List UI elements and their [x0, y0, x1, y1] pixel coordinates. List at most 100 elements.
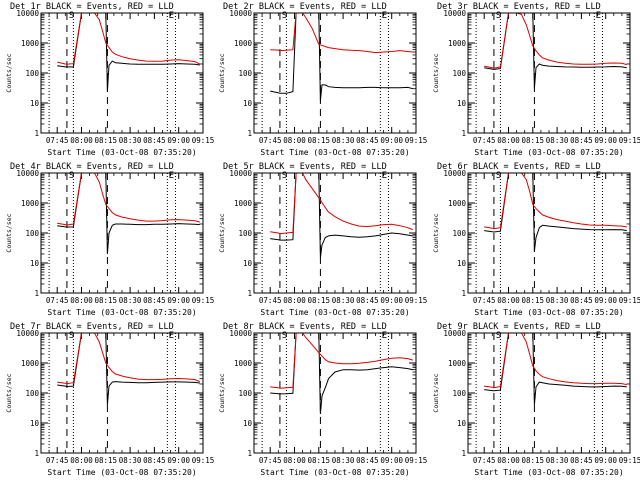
x-tick-label: 08:30	[119, 296, 142, 305]
x-tick-label: 08:45	[356, 136, 379, 145]
marker-label-end: E	[382, 11, 387, 21]
chart-title: Det 5r BLACK = Events, RED = LLD	[223, 162, 387, 172]
x-tick-label: 08:00	[497, 296, 520, 305]
x-tick-label: 09:00	[167, 136, 190, 145]
x-tick-label: 08:45	[570, 456, 593, 465]
y-tick-label: 10	[243, 259, 253, 268]
series-line-lld	[270, 172, 413, 235]
x-tick-label: 08:00	[497, 456, 520, 465]
x-tick-label: 08:30	[119, 136, 142, 145]
marker-label-end: E	[382, 171, 387, 181]
x-axis-label: Start Time (03-Oct-08 07:35:20)	[260, 148, 409, 157]
y-tick-label: 100	[238, 229, 252, 238]
x-tick-label: 08:15	[308, 456, 331, 465]
marker-label-start: S	[69, 171, 74, 181]
y-tick-label: 1000	[21, 39, 40, 48]
x-tick-label: 08:45	[143, 296, 166, 305]
x-tick-label: 09:15	[619, 136, 640, 145]
x-tick-label: 09:00	[380, 136, 403, 145]
marker-label-end: E	[596, 331, 601, 341]
x-tick-label: 08:15	[95, 296, 118, 305]
x-axis-label: Start Time (03-Oct-08 07:35:20)	[260, 308, 409, 317]
y-tick-label: 10000	[16, 169, 39, 178]
y-axis-label: Counts/sec	[218, 373, 226, 412]
x-tick-label: 08:15	[522, 136, 545, 145]
y-axis-label: Counts/sec	[432, 213, 440, 252]
x-tick-label: 08:00	[283, 136, 306, 145]
x-tick-label: 07:45	[46, 456, 69, 465]
x-tick-label: 08:30	[546, 136, 569, 145]
y-tick-label: 100	[452, 229, 466, 238]
y-tick-label: 10	[457, 259, 467, 268]
plot-frame	[40, 12, 204, 134]
x-axis-label: Start Time (03-Oct-08 07:35:20)	[47, 148, 196, 157]
x-tick-label: 09:00	[167, 296, 190, 305]
marker-label-start: S	[496, 11, 501, 21]
panel-2: Det 2r BLACK = Events, RED = LLD Counts/s…	[218, 2, 427, 157]
x-tick-label: 09:15	[405, 136, 428, 145]
y-tick-label: 1000	[21, 199, 40, 208]
chart-title: Det 4r BLACK = Events, RED = LLD	[10, 162, 174, 172]
x-tick-label: 08:15	[95, 136, 118, 145]
x-tick-label: 07:45	[46, 136, 69, 145]
chart-title: Det 1r BLACK = Events, RED = LLD	[10, 2, 174, 12]
y-tick-label: 1	[34, 289, 39, 298]
x-tick-label: 09:15	[192, 136, 215, 145]
x-tick-label: 08:00	[70, 136, 93, 145]
y-axis-label: Counts/sec	[432, 373, 440, 412]
y-axis-label: Counts/sec	[432, 53, 440, 92]
series-line-lld	[57, 172, 200, 226]
x-tick-label: 08:30	[119, 456, 142, 465]
x-tick-label: 09:15	[192, 296, 215, 305]
y-tick-label: 10000	[229, 329, 252, 338]
x-tick-label: 09:15	[405, 456, 428, 465]
plot-frame	[253, 172, 417, 294]
y-tick-label: 10	[457, 419, 467, 428]
x-tick-label: 08:45	[356, 296, 379, 305]
x-tick-label: 08:30	[332, 136, 355, 145]
y-tick-label: 1	[34, 129, 39, 138]
panel-4: Det 4r BLACK = Events, RED = LLD Counts/s…	[5, 162, 214, 317]
marker-label-end: E	[596, 11, 601, 21]
y-tick-label: 10	[30, 99, 40, 108]
y-tick-label: 10	[30, 259, 40, 268]
marker-label-end: E	[169, 171, 174, 181]
y-tick-label: 10	[243, 419, 253, 428]
panel-1: Det 1r BLACK = Events, RED = LLD Counts/s…	[5, 2, 214, 157]
x-tick-label: 09:15	[405, 296, 428, 305]
x-tick-label: 09:00	[594, 136, 617, 145]
marker-label-start: S	[496, 331, 501, 341]
y-tick-label: 1000	[448, 199, 467, 208]
series-line-lld	[57, 12, 201, 65]
panel-9: Det 9r BLACK = Events, RED = LLD Counts/s…	[432, 322, 640, 477]
x-tick-label: 07:45	[46, 296, 69, 305]
panel-7: Det 7r BLACK = Events, RED = LLD Counts/s…	[5, 322, 214, 477]
chart-title: Det 9r BLACK = Events, RED = LLD	[437, 322, 601, 332]
y-tick-label: 1000	[448, 359, 467, 368]
y-axis-label: Counts/sec	[5, 213, 13, 252]
x-tick-label: 07:45	[473, 456, 496, 465]
x-tick-label: 08:00	[497, 136, 520, 145]
chart-title: Det 3r BLACK = Events, RED = LLD	[437, 2, 601, 12]
x-tick-label: 08:15	[522, 456, 545, 465]
series-line-lld	[484, 12, 627, 69]
series-line-lld	[484, 332, 627, 389]
series-line-events	[57, 12, 200, 92]
x-tick-label: 08:45	[143, 456, 166, 465]
series-line-events	[270, 12, 413, 101]
plot-frame	[253, 332, 417, 454]
x-tick-label: 07:45	[473, 296, 496, 305]
x-tick-label: 09:00	[380, 296, 403, 305]
marker-label-start: S	[69, 11, 74, 21]
y-axis-label: Counts/sec	[5, 373, 13, 412]
x-tick-label: 09:00	[167, 456, 190, 465]
x-tick-label: 08:30	[332, 456, 355, 465]
series-line-events	[57, 332, 200, 405]
y-tick-label: 100	[238, 69, 252, 78]
x-tick-label: 07:45	[473, 136, 496, 145]
x-tick-label: 08:00	[70, 296, 93, 305]
y-tick-label: 1	[247, 449, 252, 458]
x-tick-label: 07:45	[259, 456, 282, 465]
x-axis-label: Start Time (03-Oct-08 07:35:20)	[47, 468, 196, 477]
